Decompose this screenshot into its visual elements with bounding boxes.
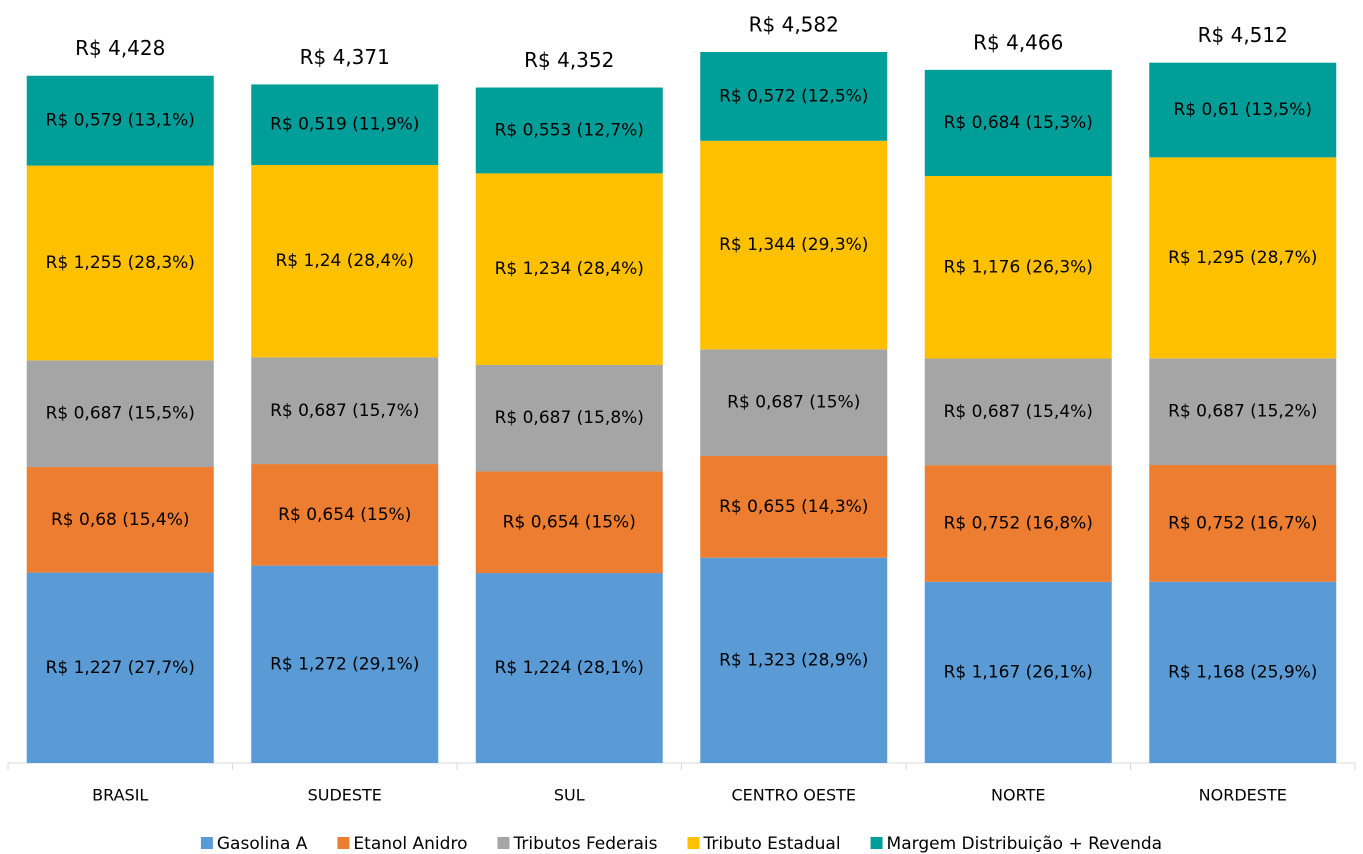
value-label: R$ 1,295 (28,7%) (1168, 248, 1317, 268)
legend-swatch (200, 837, 213, 849)
bar-segment (924, 69, 1112, 177)
x-tick-label: SUL (554, 786, 585, 805)
bar-segment (924, 465, 1112, 582)
value-label: R$ 0,687 (15,7%) (270, 401, 419, 421)
value-label: R$ 0,572 (12,5%) (719, 86, 868, 106)
value-label: R$ 0,687 (15,8%) (495, 408, 644, 428)
bar-segment (475, 364, 663, 472)
bar-segment (475, 573, 663, 763)
legend-swatch (337, 837, 350, 849)
value-label: R$ 0,752 (16,8%) (944, 514, 1093, 534)
bar-segment (475, 173, 663, 365)
legend-label: Margem Distribuição + Revenda (887, 834, 1163, 854)
value-label: R$ 1,272 (29,1%) (270, 654, 419, 674)
bar-segment (1149, 62, 1337, 158)
value-label: R$ 0,752 (16,7%) (1168, 513, 1317, 533)
total-label: R$ 4,512 (1198, 23, 1288, 47)
value-label: R$ 1,24 (28,4%) (275, 251, 414, 271)
bar-segment (700, 456, 888, 558)
total-label: R$ 4,582 (749, 13, 839, 37)
bar-segment (924, 176, 1112, 359)
value-label: R$ 0,519 (11,9%) (270, 115, 419, 135)
legend-swatch (497, 837, 510, 849)
bar-segment (700, 52, 888, 141)
bar-segment (1149, 581, 1337, 763)
total-label: R$ 4,352 (524, 48, 614, 72)
value-label: R$ 0,553 (12,7%) (495, 120, 644, 140)
bar-segment (26, 165, 214, 361)
value-label: R$ 0,654 (15%) (278, 505, 411, 525)
bar-segment (26, 75, 214, 166)
x-tick-label: NORTE (991, 786, 1045, 805)
value-label: R$ 0,684 (15,3%) (944, 113, 1093, 133)
legend-label: Tributo Estadual (703, 834, 841, 854)
value-label: R$ 1,323 (28,9%) (719, 650, 868, 670)
bar-segment (251, 464, 439, 566)
value-label: R$ 0,655 (14,3%) (719, 497, 868, 517)
bar-segment (251, 565, 439, 763)
bar-segment (700, 140, 888, 350)
total-label: R$ 4,428 (75, 36, 165, 60)
value-label: R$ 1,167 (26,1%) (944, 662, 1093, 682)
legend-swatch (687, 837, 700, 849)
value-label: R$ 0,579 (13,1%) (46, 111, 195, 131)
value-label: R$ 0,68 (15,4%) (51, 510, 190, 530)
bar-segment (251, 84, 439, 165)
value-label: R$ 0,687 (15,2%) (1168, 402, 1317, 422)
value-label: R$ 1,224 (28,1%) (495, 658, 644, 678)
value-label: R$ 0,654 (15%) (503, 512, 636, 532)
bar-segment (251, 357, 439, 465)
bar-segment (700, 349, 888, 457)
value-label: R$ 1,234 (28,4%) (495, 259, 644, 279)
bar-segment (1149, 358, 1337, 466)
value-label: R$ 0,687 (15%) (727, 393, 860, 413)
bar-segment (475, 471, 663, 574)
x-tick-label: BRASIL (92, 786, 148, 805)
bar-segment (924, 581, 1112, 763)
value-label: R$ 0,687 (15,5%) (46, 404, 195, 424)
legend-label: Tributos Federais (512, 834, 657, 854)
bar-segment (26, 467, 214, 573)
x-tick-label: SUDESTE (308, 786, 382, 805)
bar-segment (924, 358, 1112, 466)
bar-segment (26, 572, 214, 763)
value-label: R$ 1,227 (27,7%) (46, 658, 195, 678)
x-tick-label: CENTRO OESTE (731, 786, 856, 805)
value-label: R$ 1,176 (26,3%) (944, 257, 1093, 277)
total-label: R$ 4,371 (300, 45, 390, 69)
bar-segment (251, 164, 439, 358)
bar-segment (700, 557, 888, 763)
bar-segment (26, 360, 214, 468)
legend-label: Etanol Anidro (353, 834, 467, 854)
legend-swatch (870, 837, 883, 849)
value-label: R$ 1,168 (25,9%) (1168, 662, 1317, 682)
value-label: R$ 0,61 (13,5%) (1173, 100, 1312, 120)
value-label: R$ 0,687 (15,4%) (944, 402, 1093, 422)
bar-segment (1149, 157, 1337, 359)
total-label: R$ 4,466 (973, 30, 1063, 54)
value-label: R$ 1,255 (28,3%) (46, 253, 195, 273)
x-tick-label: NORDESTE (1199, 786, 1287, 805)
bar-segment (1149, 465, 1337, 582)
bar-segment (475, 87, 663, 174)
legend-label: Gasolina A (217, 834, 308, 854)
value-label: R$ 1,344 (29,3%) (719, 235, 868, 255)
